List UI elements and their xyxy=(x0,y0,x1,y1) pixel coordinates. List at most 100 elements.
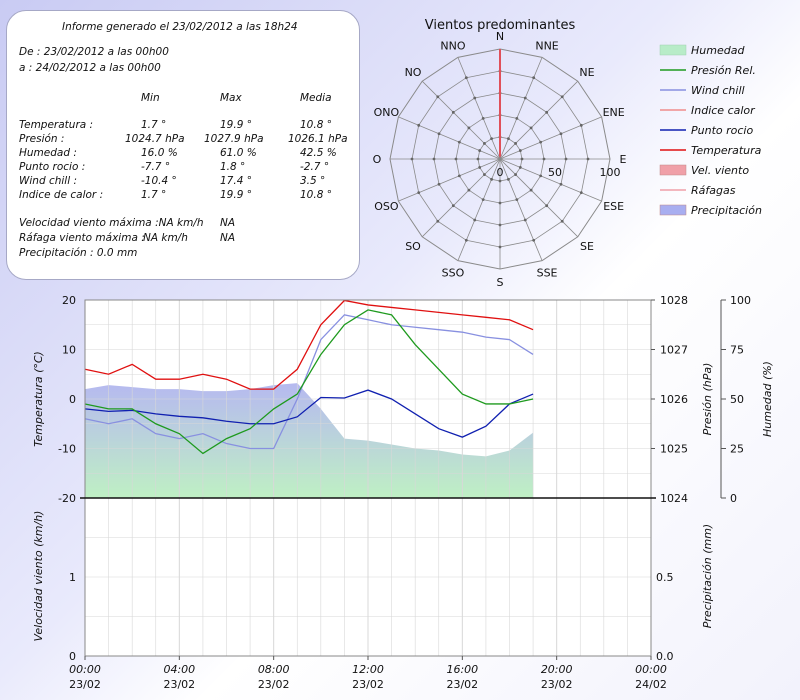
row-label: Presión : xyxy=(19,133,65,145)
y-tick-label: 0 xyxy=(69,393,76,406)
rose-tick-dot xyxy=(417,191,421,195)
rose-tick-dot xyxy=(451,110,455,114)
rose-tick-dot xyxy=(579,191,583,195)
rose-spoke xyxy=(499,80,579,160)
rose-tick-dot xyxy=(579,123,583,127)
rose-tick-dot xyxy=(545,110,549,114)
y2-tick-label: 1028 xyxy=(660,294,688,307)
series-line xyxy=(84,314,534,450)
rose-tick-dot xyxy=(490,137,493,141)
rose-tick-dot xyxy=(478,166,482,169)
row-avg: 1026.1 hPa xyxy=(288,133,348,145)
y2-tick-label: 0.5 xyxy=(656,571,674,584)
y-axis-label: Temperatura (°C) xyxy=(32,351,45,447)
y3-tick-label: 100 xyxy=(730,294,751,307)
row-avg: 3.5 ° xyxy=(300,175,326,187)
rose-tick-dot xyxy=(417,123,421,127)
x-tick-date: 23/02 xyxy=(69,678,101,691)
rose-tick-dot xyxy=(410,157,414,161)
gust-max-value: NA xyxy=(220,232,236,244)
report-summary-panel: Informe generado el 23/02/2012 a las 18h… xyxy=(6,10,360,280)
row-label: Wind chill : xyxy=(19,175,78,187)
wind-max-label: Velocidad viento máxima :NA km/h xyxy=(19,217,204,229)
legend-swatch xyxy=(659,164,687,176)
y2-tick-label: 1025 xyxy=(660,443,688,456)
legend-label: Ráfagas xyxy=(691,184,736,197)
rose-tick-dot xyxy=(498,179,502,183)
rose-tick-dot xyxy=(432,157,436,161)
row-avg: -2.7 ° xyxy=(300,161,330,173)
y-axis-label: Velocidad viento (km/h) xyxy=(32,511,45,642)
rose-spoke xyxy=(421,80,501,160)
rose-tick-dot xyxy=(436,95,440,99)
row-avg: 10.8 ° xyxy=(300,119,332,131)
x-tick-date: 23/02 xyxy=(541,678,573,691)
x-tick-time: 12:00 xyxy=(352,663,384,676)
rose-tick-dot xyxy=(539,174,543,178)
rose-direction-label: SO xyxy=(405,240,421,253)
y-tick-label: -10 xyxy=(58,443,76,456)
rose-tick-dot xyxy=(437,132,441,136)
legend-label: Precipitación xyxy=(691,204,762,217)
y-tick-label: 20 xyxy=(62,294,76,307)
wind-max-value: NA xyxy=(220,217,236,229)
weather-chart: 20100-10-2010281027102610251024100755025… xyxy=(32,294,774,505)
y-tick-label: 0 xyxy=(69,650,76,663)
y2-tick-label: 1027 xyxy=(660,344,688,357)
rose-tick-dot xyxy=(523,218,527,222)
gust-max-label: Ráfaga viento máxima : xyxy=(19,232,145,244)
y3-axis-label: Humedad (%) xyxy=(761,361,774,437)
rose-tick-dot xyxy=(481,116,485,120)
rose-direction-label: O xyxy=(373,153,382,166)
x-tick-date: 23/02 xyxy=(258,678,290,691)
rose-tick-dot xyxy=(532,76,536,80)
row-max: 61.0 % xyxy=(220,147,257,159)
rose-spoke xyxy=(457,158,501,261)
rose-tick-dot xyxy=(437,182,441,186)
rose-tick-dot xyxy=(481,198,485,202)
rose-scale-label: 0 xyxy=(497,166,504,179)
y3-tick-label: 0 xyxy=(730,492,737,505)
rose-tick-dot xyxy=(586,157,590,161)
rose-tick-dot xyxy=(514,142,517,145)
rose-tick-dot xyxy=(498,245,502,249)
rose-direction-label: SSO xyxy=(442,267,465,280)
x-tick-time: 00:00 xyxy=(69,663,101,676)
row-min: 1024.7 hPa xyxy=(125,133,185,145)
rose-tick-dot xyxy=(478,149,482,152)
legend-swatch xyxy=(659,204,687,216)
rose-tick-dot xyxy=(467,126,471,130)
rose-direction-label: ENE xyxy=(603,106,625,119)
rose-direction-label: ESE xyxy=(603,200,624,213)
rose-tick-dot xyxy=(483,142,486,145)
rose-spoke xyxy=(499,116,602,160)
rose-direction-label: N xyxy=(496,30,504,43)
row-label: Indice de calor : xyxy=(19,189,104,201)
rose-direction-label: SSE xyxy=(537,267,558,280)
rose-tick-dot xyxy=(529,188,533,192)
rose-tick-dot xyxy=(514,173,517,176)
y-tick-label: 10 xyxy=(62,344,76,357)
y-tick-label: 1 xyxy=(69,571,76,584)
rose-tick-dot xyxy=(498,223,502,227)
rose-tick-dot xyxy=(507,177,510,181)
rose-tick-dot xyxy=(476,157,480,161)
series-line xyxy=(84,309,534,455)
row-max: 19.9 ° xyxy=(220,189,252,201)
rose-scale-label: 100 xyxy=(600,166,621,179)
column-min: Min xyxy=(141,92,160,104)
x-tick-date: 24/02 xyxy=(635,678,667,691)
rose-spoke xyxy=(457,57,501,160)
row-avg: 10.8 ° xyxy=(300,189,332,201)
wind-rose: N NNE NE ENE E ESE SE SSE S SSO SO OSO O ONO NO NNO 0 50 1… xyxy=(373,30,627,289)
legend: Humedad Presión Rel. Wind chill Indice calo… xyxy=(659,44,762,217)
row-min: 16.0 % xyxy=(141,147,178,159)
rose-spoke xyxy=(499,158,602,202)
series-line xyxy=(84,299,534,390)
row-avg: 42.5 % xyxy=(300,147,337,159)
x-tick-date: 23/02 xyxy=(163,678,195,691)
x-tick-time: 00:00 xyxy=(635,663,667,676)
rose-tick-dot xyxy=(451,204,455,208)
